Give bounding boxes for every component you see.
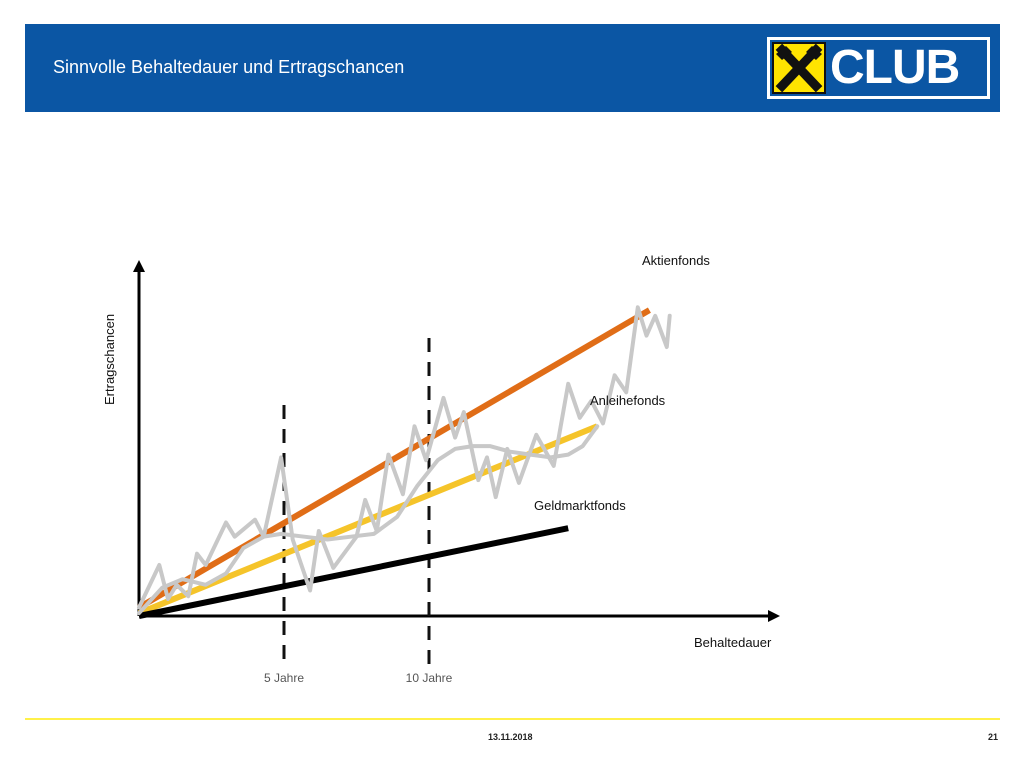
y-axis-label: Ertragschancen — [102, 314, 117, 405]
footer-date: 13.11.2018 — [488, 732, 533, 742]
performance-paths — [137, 305, 672, 616]
path-series-2 — [137, 424, 600, 616]
footer-divider — [25, 718, 1000, 720]
chart-axes — [133, 260, 780, 622]
trend-line-aktienfonds — [137, 307, 651, 611]
slide-title: Sinnvolle Behaltedauer und Ertragschance… — [53, 57, 405, 77]
club-logo: CLUB — [767, 37, 990, 99]
trend-lines — [137, 307, 651, 619]
series-label-anleihefonds: Anleihefonds — [590, 393, 666, 408]
series-label-geldmarktfonds: Geldmarktfonds — [534, 498, 626, 513]
page-number: 21 — [988, 732, 999, 742]
logo-background: CLUB — [770, 40, 987, 96]
x-axis-arrow — [768, 610, 780, 622]
chart-labels: Behaltedauer Ertragschancen 5 Jahre 10 Jahr… — [102, 253, 772, 685]
crossed-hammers-icon — [772, 42, 826, 94]
logo-wordmark: CLUB — [830, 41, 960, 94]
marker-label-1: 5 Jahre — [264, 671, 304, 685]
trend-line-geldmarktfonds — [138, 525, 569, 619]
y-axis-arrow — [133, 260, 145, 272]
trend-line-anleihefonds — [137, 423, 599, 616]
marker-label-2: 10 Jahre — [406, 671, 453, 685]
series-label-aktienfonds: Aktienfonds — [642, 253, 710, 268]
x-axis-label: Behaltedauer — [694, 635, 772, 650]
path-series-1 — [137, 305, 672, 610]
slide-header: Sinnvolle Behaltedauer und Ertragschance… — [25, 24, 1000, 112]
